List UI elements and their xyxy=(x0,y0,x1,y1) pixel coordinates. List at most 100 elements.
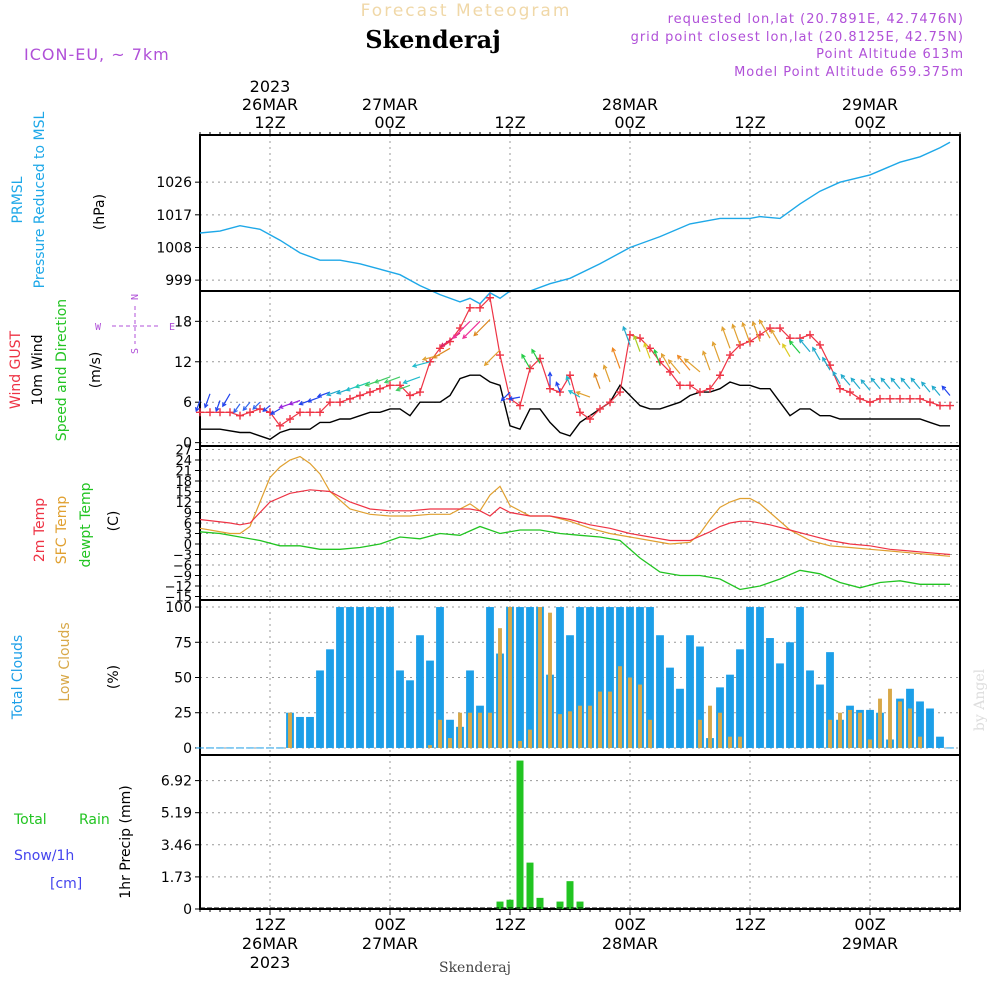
total-cloud-bar xyxy=(346,607,354,748)
total-cloud-bar xyxy=(516,607,524,748)
gust-marker xyxy=(406,391,414,400)
wind-direction-arrow xyxy=(683,358,701,373)
wind-direction-arrow xyxy=(593,372,601,389)
clouds-label-low: Low Clouds xyxy=(57,622,73,701)
clouds-tick-label: 75 xyxy=(174,635,192,651)
temp-label-dewpt: dewpt Temp xyxy=(78,482,94,567)
clouds-tick-label: 100 xyxy=(165,600,192,616)
low-cloud-bar xyxy=(568,711,572,748)
gust-marker xyxy=(586,415,594,424)
gust-marker xyxy=(716,371,724,380)
gust-marker xyxy=(316,408,324,417)
wind-direction-arrow xyxy=(500,391,511,402)
gust-marker xyxy=(676,381,684,390)
total-cloud-bar xyxy=(916,701,924,748)
wind-direction-arrow xyxy=(880,377,891,390)
chart-title-meteogram: Forecast Meteogram xyxy=(361,1,572,21)
footer-location: Skenderaj xyxy=(439,960,511,976)
wind-direction-arrow xyxy=(822,356,831,371)
rain-bar xyxy=(526,862,534,909)
gust-marker xyxy=(486,293,494,302)
compass-east: E xyxy=(169,322,175,333)
wind-speed-line xyxy=(200,374,950,441)
total-cloud-bar xyxy=(646,607,654,748)
wind-direction-arrow xyxy=(233,403,241,414)
gust-marker xyxy=(646,344,654,353)
pressure-tick-label: 999 xyxy=(165,273,192,289)
wind-direction-arrow xyxy=(278,403,291,409)
wind-direction-arrow xyxy=(222,393,231,408)
total-cloud-bar xyxy=(606,607,614,748)
total-cloud-bar xyxy=(326,649,334,748)
gust-marker xyxy=(736,340,744,349)
wind-direction-arrow xyxy=(702,350,711,371)
wind-direction-arrow xyxy=(643,342,651,359)
precip-panel: 0 1.73 3.46 5.19 6.92 xyxy=(161,754,961,918)
low-cloud-bar xyxy=(588,705,592,748)
top-time-label: 2023 xyxy=(250,77,291,96)
low-cloud-bar xyxy=(848,709,852,748)
wind-direction-arrow xyxy=(215,400,221,413)
precip-label-rain: Rain xyxy=(79,812,110,828)
wind-direction-arrow xyxy=(565,375,571,386)
wind-label-speed-dir: Speed and Direction xyxy=(54,299,70,441)
rain-bar xyxy=(536,897,544,909)
wind-direction-arrow xyxy=(395,384,411,392)
wind-direction-arrow xyxy=(602,364,611,383)
rain-bar xyxy=(556,901,564,909)
temp-tick-label: 24 xyxy=(175,454,192,469)
requested-coordinates: requested lon,lat (20.7891E, 42.7476N) xyxy=(668,12,964,27)
temp-side-labels: 2m Temp SFC Temp dewpt Temp (C) xyxy=(32,482,122,567)
total-cloud-bar xyxy=(776,663,784,748)
low-cloud-bar xyxy=(608,691,612,748)
low-cloud-bar xyxy=(718,712,722,748)
gust-marker xyxy=(396,381,404,390)
model-label: ICON-EU, ~ 7km xyxy=(24,45,170,64)
gust-marker xyxy=(906,394,914,403)
low-cloud-bar xyxy=(548,612,552,748)
wind-direction-arrow xyxy=(439,332,461,348)
top-time-label: 12Z xyxy=(734,113,765,132)
total-cloud-bar xyxy=(936,736,944,748)
low-cloud-bar xyxy=(508,607,512,748)
total-cloud-bar xyxy=(366,607,374,748)
top-time-label: 27MAR xyxy=(362,95,418,114)
gust-marker xyxy=(476,303,484,312)
top-time-label: 00Z xyxy=(374,113,405,132)
low-cloud-bar xyxy=(648,719,652,748)
clouds-panel: 0 25 50 75 100 xyxy=(165,599,961,757)
temp-tick-label: 12 xyxy=(175,496,192,511)
gust-marker xyxy=(876,394,884,403)
gust-marker xyxy=(566,371,574,380)
bottom-time-label: 00Z xyxy=(854,915,885,934)
gust-marker xyxy=(356,391,364,400)
wind-tick-label: 6 xyxy=(183,395,192,411)
wind-direction-arrow xyxy=(288,399,301,406)
top-time-label: 12Z xyxy=(254,113,285,132)
wind-direction-arrow xyxy=(521,353,531,369)
gust-marker xyxy=(916,394,924,403)
rain-bar xyxy=(516,760,524,909)
wind-direction-arrow xyxy=(751,320,761,342)
wind-direction-arrow xyxy=(531,348,541,364)
gust-marker xyxy=(336,398,344,407)
total-cloud-bar xyxy=(316,670,324,748)
low-cloud-bar xyxy=(708,705,712,748)
wind-direction-arrow xyxy=(316,391,331,398)
compass-west: W xyxy=(95,322,102,333)
total-cloud-bar xyxy=(926,708,934,748)
total-cloud-bar xyxy=(436,607,444,748)
gust-marker xyxy=(626,330,634,339)
wind-direction-arrow xyxy=(832,370,841,384)
wind-direction-arrow xyxy=(373,376,391,384)
wind-label-gust: Wind GUST xyxy=(8,330,24,409)
top-time-label: 00Z xyxy=(614,113,645,132)
low-cloud-bar xyxy=(528,729,532,748)
precip-side-labels: Total Rain Snow/1h [cm] 1hr Precip (mm) xyxy=(13,785,134,898)
wind-direction-arrow xyxy=(507,396,521,401)
wind-direction-arrow xyxy=(870,377,881,390)
low-cloud-bar xyxy=(458,712,462,748)
wind-direction-arrow xyxy=(676,354,691,371)
wind-unit: (m/s) xyxy=(88,352,104,389)
